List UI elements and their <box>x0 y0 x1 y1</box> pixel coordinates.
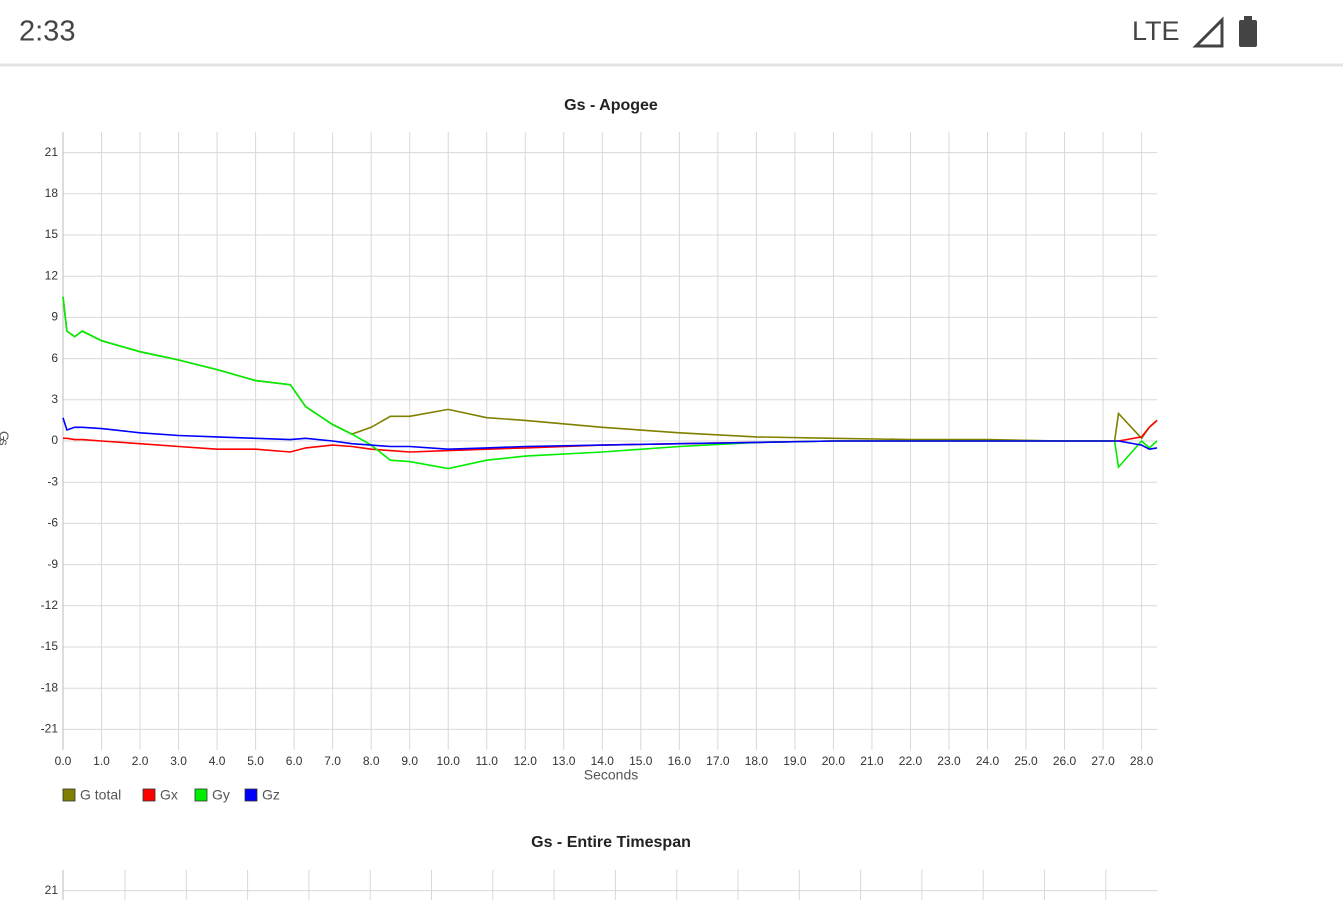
x-tick-label: 13.0 <box>552 754 576 768</box>
y-tick-label: -6 <box>47 516 58 530</box>
x-tick-label: 12.0 <box>514 754 538 768</box>
x-tick-label: 11.0 <box>475 754 498 768</box>
x-tick-label: 3.0 <box>170 754 187 768</box>
legend-swatch <box>244 788 258 802</box>
legend-label: G total <box>80 787 121 803</box>
x-tick-label: 14.0 <box>591 754 615 768</box>
x-tick-label: 2.0 <box>132 754 149 768</box>
x-tick-label: 4.0 <box>209 754 226 768</box>
x-tick-label: 1.0 <box>93 754 110 768</box>
x-tick-label: 0.0 <box>55 754 72 768</box>
x-tick-label: 27.0 <box>1091 754 1115 768</box>
legend-label: Gy <box>212 787 230 803</box>
x-tick-label: 23.0 <box>937 754 961 768</box>
series-line <box>62 417 1158 451</box>
y-tick-label: -12 <box>41 598 59 612</box>
x-tick-label: 6.0 <box>286 754 303 768</box>
series-line <box>62 296 1158 470</box>
y-tick-label: 21 <box>45 145 59 159</box>
clock: 2:33 <box>19 16 75 48</box>
y-tick-label: -3 <box>47 474 58 488</box>
x-tick-label: 19.0 <box>783 754 807 768</box>
x-tick-label: 16.0 <box>668 754 692 768</box>
legend-swatch <box>194 788 208 802</box>
battery-icon <box>1239 20 1257 47</box>
x-axis-label: Seconds <box>584 767 638 783</box>
battery-tip <box>1244 16 1252 21</box>
x-tick-label: 22.0 <box>899 754 923 768</box>
x-tick-label: 26.0 <box>1053 754 1077 768</box>
x-tick-label: 20.0 <box>822 754 846 768</box>
y-tick-label: 18 <box>45 186 59 200</box>
legend-swatch <box>62 788 76 802</box>
x-tick-label: 8.0 <box>363 754 380 768</box>
y-tick-label: -18 <box>41 680 59 694</box>
y-tick-label: -9 <box>47 557 58 571</box>
x-tick-label: 24.0 <box>976 754 1000 768</box>
x-tick-label: 5.0 <box>247 754 264 768</box>
y-tick-label: -15 <box>41 639 59 653</box>
network: LTE <box>1132 16 1180 46</box>
x-tick-label: 9.0 <box>401 754 418 768</box>
x-tick-label: 7.0 <box>324 754 341 768</box>
x-tick-label: 21.0 <box>860 754 884 768</box>
y-tick-label: 6 <box>51 351 58 365</box>
x-tick-label: 25.0 <box>1014 754 1038 768</box>
y-tick-label: 3 <box>51 392 58 406</box>
y-tick-label: 21 <box>45 883 59 897</box>
chart-title: Gs - Entire Timespan <box>531 834 691 851</box>
y-tick-label: 15 <box>45 227 59 241</box>
x-tick-label: 15.0 <box>629 754 653 768</box>
y-tick-label: 0 <box>51 433 58 447</box>
x-tick-label: 28.0 <box>1130 754 1154 768</box>
legend-label: Gz <box>262 787 280 803</box>
signal-icon <box>1192 16 1224 48</box>
y-axis-label: Gs <box>0 431 12 446</box>
y-tick-label: 12 <box>45 268 59 282</box>
series-line <box>63 419 1158 453</box>
x-tick-label: 10.0 <box>437 754 461 768</box>
legend-swatch <box>142 788 156 802</box>
status-bar <box>0 0 1343 64</box>
legend-label: Gx <box>160 787 178 803</box>
y-tick-label: -21 <box>41 722 59 736</box>
y-tick-label: 9 <box>51 310 58 324</box>
chart-title: Gs - Apogee <box>564 97 658 114</box>
x-tick-label: 18.0 <box>745 754 769 768</box>
series-line <box>62 296 1158 442</box>
x-tick-label: 17.0 <box>706 754 730 768</box>
